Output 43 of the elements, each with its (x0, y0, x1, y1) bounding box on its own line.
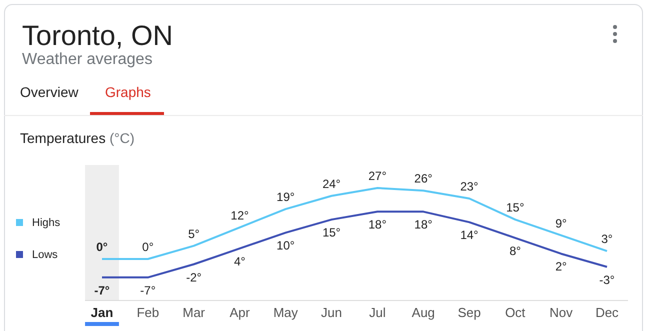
x-tick-label: Jun (321, 305, 342, 320)
x-tick-label: May (273, 305, 298, 320)
chart-subtitle: Weather averages (22, 51, 152, 68)
data-label: 23° (460, 180, 479, 194)
x-tick-label: Aug (412, 305, 435, 320)
x-tick-label: Jul (369, 305, 386, 320)
y-axis-title: Temperatures (°C) (20, 130, 135, 146)
data-label: 4° (234, 254, 246, 268)
data-label: 19° (276, 190, 295, 204)
data-label: 26° (414, 172, 433, 186)
x-tick-label: Mar (182, 305, 206, 320)
x-tick-label: Apr (230, 305, 251, 320)
x-tick-label: Jan (90, 305, 114, 320)
data-label: 2° (555, 260, 568, 274)
data-label: 27° (368, 169, 387, 183)
data-label: 0° (96, 240, 108, 254)
data-label: -7° (140, 283, 156, 298)
x-tick-label: Nov (550, 305, 574, 320)
data-label: 15° (322, 226, 341, 240)
x-tick-label: Dec (595, 305, 620, 320)
data-label: 9° (555, 216, 568, 230)
data-label: 12° (230, 208, 249, 222)
data-label: 8° (509, 244, 522, 258)
legend-label: Lows (32, 249, 58, 261)
chart-title: Toronto, ON (22, 20, 173, 51)
data-label: 3° (601, 232, 613, 246)
text: Graphs (105, 84, 151, 100)
x-tick-label: Feb (136, 305, 160, 320)
data-label: -2° (186, 270, 202, 284)
data-label: 5° (188, 226, 200, 241)
data-label: 18° (414, 218, 433, 232)
data-label: 18° (368, 218, 387, 232)
data-label: -3° (599, 272, 615, 287)
data-label: 24° (322, 176, 341, 191)
data-label: 14° (460, 228, 479, 242)
legend-label: Highs (32, 217, 61, 229)
x-tick-label: Sep (458, 305, 481, 320)
data-label: 0° (142, 240, 154, 254)
data-label: -7° (94, 283, 110, 298)
data-label: 15° (506, 200, 524, 215)
x-tick-label: Oct (505, 305, 526, 320)
data-label: 10° (276, 238, 295, 253)
text: Overview (20, 84, 80, 100)
